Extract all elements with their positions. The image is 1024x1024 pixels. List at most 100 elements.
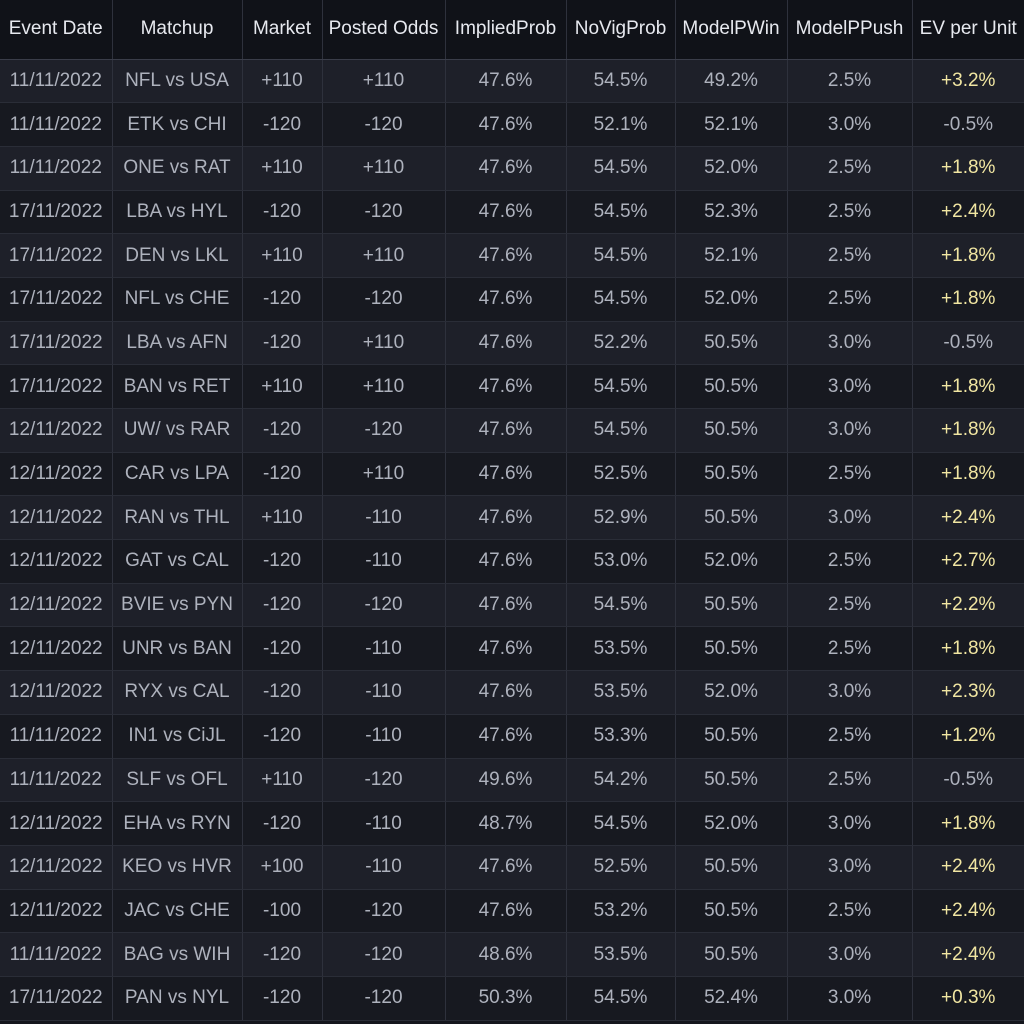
model-ppush-cell: 2.5% xyxy=(787,714,913,759)
event-date-cell: 17/11/2022 xyxy=(0,277,113,322)
table-row[interactable]: 11/11/2022 ETK vs CHI -120 -120 47.6% 52.1% 52… xyxy=(0,102,1024,147)
table-row[interactable]: 12/11/2022 RAN vs THL +110 -110 47.6% 52.9% 50… xyxy=(0,495,1024,541)
event-date-cell: 11/11/2022 xyxy=(0,146,113,191)
table-row[interactable]: 17/11/2022 NFL vs CHE -120 -120 47.6% 54.5% 52… xyxy=(0,277,1024,322)
event-date-cell: 17/11/2022 xyxy=(0,976,113,1021)
table-row[interactable]: 11/11/2022 NFL vs USA +110 +110 47.6% 54.5% 49… xyxy=(0,59,1024,104)
implied-prob-cell: 47.6% xyxy=(445,583,567,628)
novig-prob-cell: 53.2% xyxy=(566,889,676,934)
implied-prob-cell: 47.6% xyxy=(445,670,567,715)
matchup-cell: SLF vs OFL xyxy=(112,758,243,803)
table-row[interactable]: 11/11/2022 IN1 vs CiJL -120 -110 47.6% 53.3% 5… xyxy=(0,714,1024,759)
table-row[interactable]: 17/11/2022 PAN vs NYL -120 -120 50.3% 54.5% 52… xyxy=(0,976,1024,1021)
table-row[interactable]: 11/11/2022 BAG vs WIH -120 -120 48.6% 53.5% 50… xyxy=(0,932,1024,977)
matchup-cell: GAT vs CAL xyxy=(112,539,243,584)
event-date-cell: 12/11/2022 xyxy=(0,495,113,541)
market-cell: -120 xyxy=(242,583,323,628)
ev-per-unit-cell: +1.8% xyxy=(912,626,1024,672)
posted-odds-cell: -110 xyxy=(322,801,446,846)
posted-odds-cell: +110 xyxy=(322,364,446,409)
model-ppush-cell: 2.5% xyxy=(787,626,913,672)
event-date-cell: 17/11/2022 xyxy=(0,321,113,366)
model-pwin-cell: 52.1% xyxy=(675,102,788,147)
event-date-cell: 11/11/2022 xyxy=(0,59,113,104)
novig-prob-cell: 54.5% xyxy=(566,408,676,453)
event-date-cell: 17/11/2022 xyxy=(0,190,113,235)
table-row[interactable]: 11/11/2022 SLF vs OFL +110 -120 49.6% 54.2% 50… xyxy=(0,758,1024,803)
model-pwin-cell: 52.4% xyxy=(675,976,788,1021)
implied-prob-cell: 49.6% xyxy=(445,758,567,803)
implied-prob-cell: 47.6% xyxy=(445,626,567,672)
table-row[interactable]: 17/11/2022 LBA vs AFN -120 +110 47.6% 52.2% 50… xyxy=(0,321,1024,366)
market-cell: -120 xyxy=(242,408,323,453)
model-pwin-cell: 50.5% xyxy=(675,626,788,672)
posted-odds-cell: +110 xyxy=(322,321,446,366)
column-header-posted-odds[interactable]: Posted Odds xyxy=(322,0,446,60)
model-ppush-cell: 3.0% xyxy=(787,932,913,977)
table-row[interactable]: 12/11/2022 CAR vs LPA -120 +110 47.6% 52.5% 50… xyxy=(0,452,1024,497)
posted-odds-cell: -110 xyxy=(322,626,446,672)
novig-prob-cell: 53.0% xyxy=(566,539,676,584)
column-header-ev-per-unit[interactable]: EV per Unit xyxy=(912,0,1024,60)
ev-per-unit-cell: +2.4% xyxy=(912,495,1024,541)
table-row[interactable]: 17/11/2022 BAN vs RET +110 +110 47.6% 54.5% 50… xyxy=(0,364,1024,409)
table-row[interactable]: 12/11/2022 GAT vs CAL -120 -110 47.6% 53.0% 52… xyxy=(0,539,1024,584)
table-row[interactable]: 11/11/2022 ONE vs RAT +110 +110 47.6% 54.5% 52… xyxy=(0,146,1024,191)
table-row[interactable]: 12/11/2022 EHA vs RYN -120 -110 48.7% 54.5% 52… xyxy=(0,801,1024,846)
model-pwin-cell: 52.0% xyxy=(675,670,788,715)
column-header-matchup[interactable]: Matchup xyxy=(112,0,243,60)
table-row[interactable]: 17/11/2022 LBA vs HYL -120 -120 47.6% 54.5% 52… xyxy=(0,190,1024,235)
table-row[interactable]: 12/11/2022 RYX vs CAL -120 -110 47.6% 53.5% 52… xyxy=(0,670,1024,715)
column-header-model-ppush[interactable]: ModelPPush xyxy=(787,0,913,60)
model-pwin-cell: 50.5% xyxy=(675,583,788,628)
model-pwin-cell: 50.5% xyxy=(675,452,788,497)
event-date-cell: 12/11/2022 xyxy=(0,845,113,890)
market-cell: -120 xyxy=(242,102,323,147)
table-row[interactable]: 12/11/2022 UW/ vs RAR -120 -120 47.6% 54.5% 50… xyxy=(0,408,1024,453)
posted-odds-cell: -120 xyxy=(322,277,446,322)
ev-per-unit-cell: +2.4% xyxy=(912,932,1024,977)
model-ppush-cell: 3.0% xyxy=(787,670,913,715)
novig-prob-cell: 54.5% xyxy=(566,364,676,409)
column-header-market[interactable]: Market xyxy=(242,0,323,60)
posted-odds-cell: -110 xyxy=(322,714,446,759)
posted-odds-cell: -110 xyxy=(322,670,446,715)
posted-odds-cell: -120 xyxy=(322,889,446,934)
market-cell: -120 xyxy=(242,801,323,846)
model-pwin-cell: 50.5% xyxy=(675,364,788,409)
matchup-cell: IN1 vs CiJL xyxy=(112,714,243,759)
market-cell: -120 xyxy=(242,321,323,366)
ev-per-unit-cell: +0.3% xyxy=(912,976,1024,1021)
table-body: 11/11/2022 NFL vs USA +110 +110 47.6% 54.5% 49… xyxy=(0,59,1024,1021)
posted-odds-cell: -120 xyxy=(322,102,446,147)
implied-prob-cell: 47.6% xyxy=(445,321,567,366)
novig-prob-cell: 54.5% xyxy=(566,583,676,628)
posted-odds-cell: +110 xyxy=(322,452,446,497)
novig-prob-cell: 52.5% xyxy=(566,845,676,890)
model-pwin-cell: 50.5% xyxy=(675,845,788,890)
implied-prob-cell: 47.6% xyxy=(445,146,567,191)
column-header-novig-prob[interactable]: NoVigProb xyxy=(566,0,676,60)
market-cell: +100 xyxy=(242,845,323,890)
matchup-cell: EHA vs RYN xyxy=(112,801,243,846)
column-header-implied-prob[interactable]: ImpliedProb xyxy=(445,0,567,60)
ev-per-unit-cell: +2.2% xyxy=(912,583,1024,628)
market-cell: +110 xyxy=(242,146,323,191)
table-row[interactable]: 12/11/2022 JAC vs CHE -100 -120 47.6% 53.2% 50… xyxy=(0,889,1024,934)
ev-per-unit-cell: +1.8% xyxy=(912,146,1024,191)
model-pwin-cell: 50.5% xyxy=(675,408,788,453)
table-row[interactable]: 17/11/2022 DEN vs LKL +110 +110 47.6% 54.5% 52… xyxy=(0,233,1024,278)
table-row[interactable]: 12/11/2022 UNR vs BAN -120 -110 47.6% 53.5% 50… xyxy=(0,626,1024,672)
model-ppush-cell: 2.5% xyxy=(787,452,913,497)
matchup-cell: ONE vs RAT xyxy=(112,146,243,191)
column-header-model-pwin[interactable]: ModelPWin xyxy=(675,0,788,60)
header-row: Event Date Matchup Market Posted Odds Im… xyxy=(0,0,1024,60)
ev-per-unit-cell: +2.7% xyxy=(912,539,1024,584)
novig-prob-cell: 52.5% xyxy=(566,452,676,497)
table-row[interactable]: 12/11/2022 KEO vs HVR +100 -110 47.6% 52.5% 50… xyxy=(0,845,1024,890)
model-pwin-cell: 50.5% xyxy=(675,932,788,977)
column-header-event-date[interactable]: Event Date xyxy=(0,0,113,60)
implied-prob-cell: 47.6% xyxy=(445,889,567,934)
implied-prob-cell: 47.6% xyxy=(445,845,567,890)
table-row[interactable]: 12/11/2022 BVIE vs PYN -120 -120 47.6% 54.5% 5… xyxy=(0,583,1024,628)
